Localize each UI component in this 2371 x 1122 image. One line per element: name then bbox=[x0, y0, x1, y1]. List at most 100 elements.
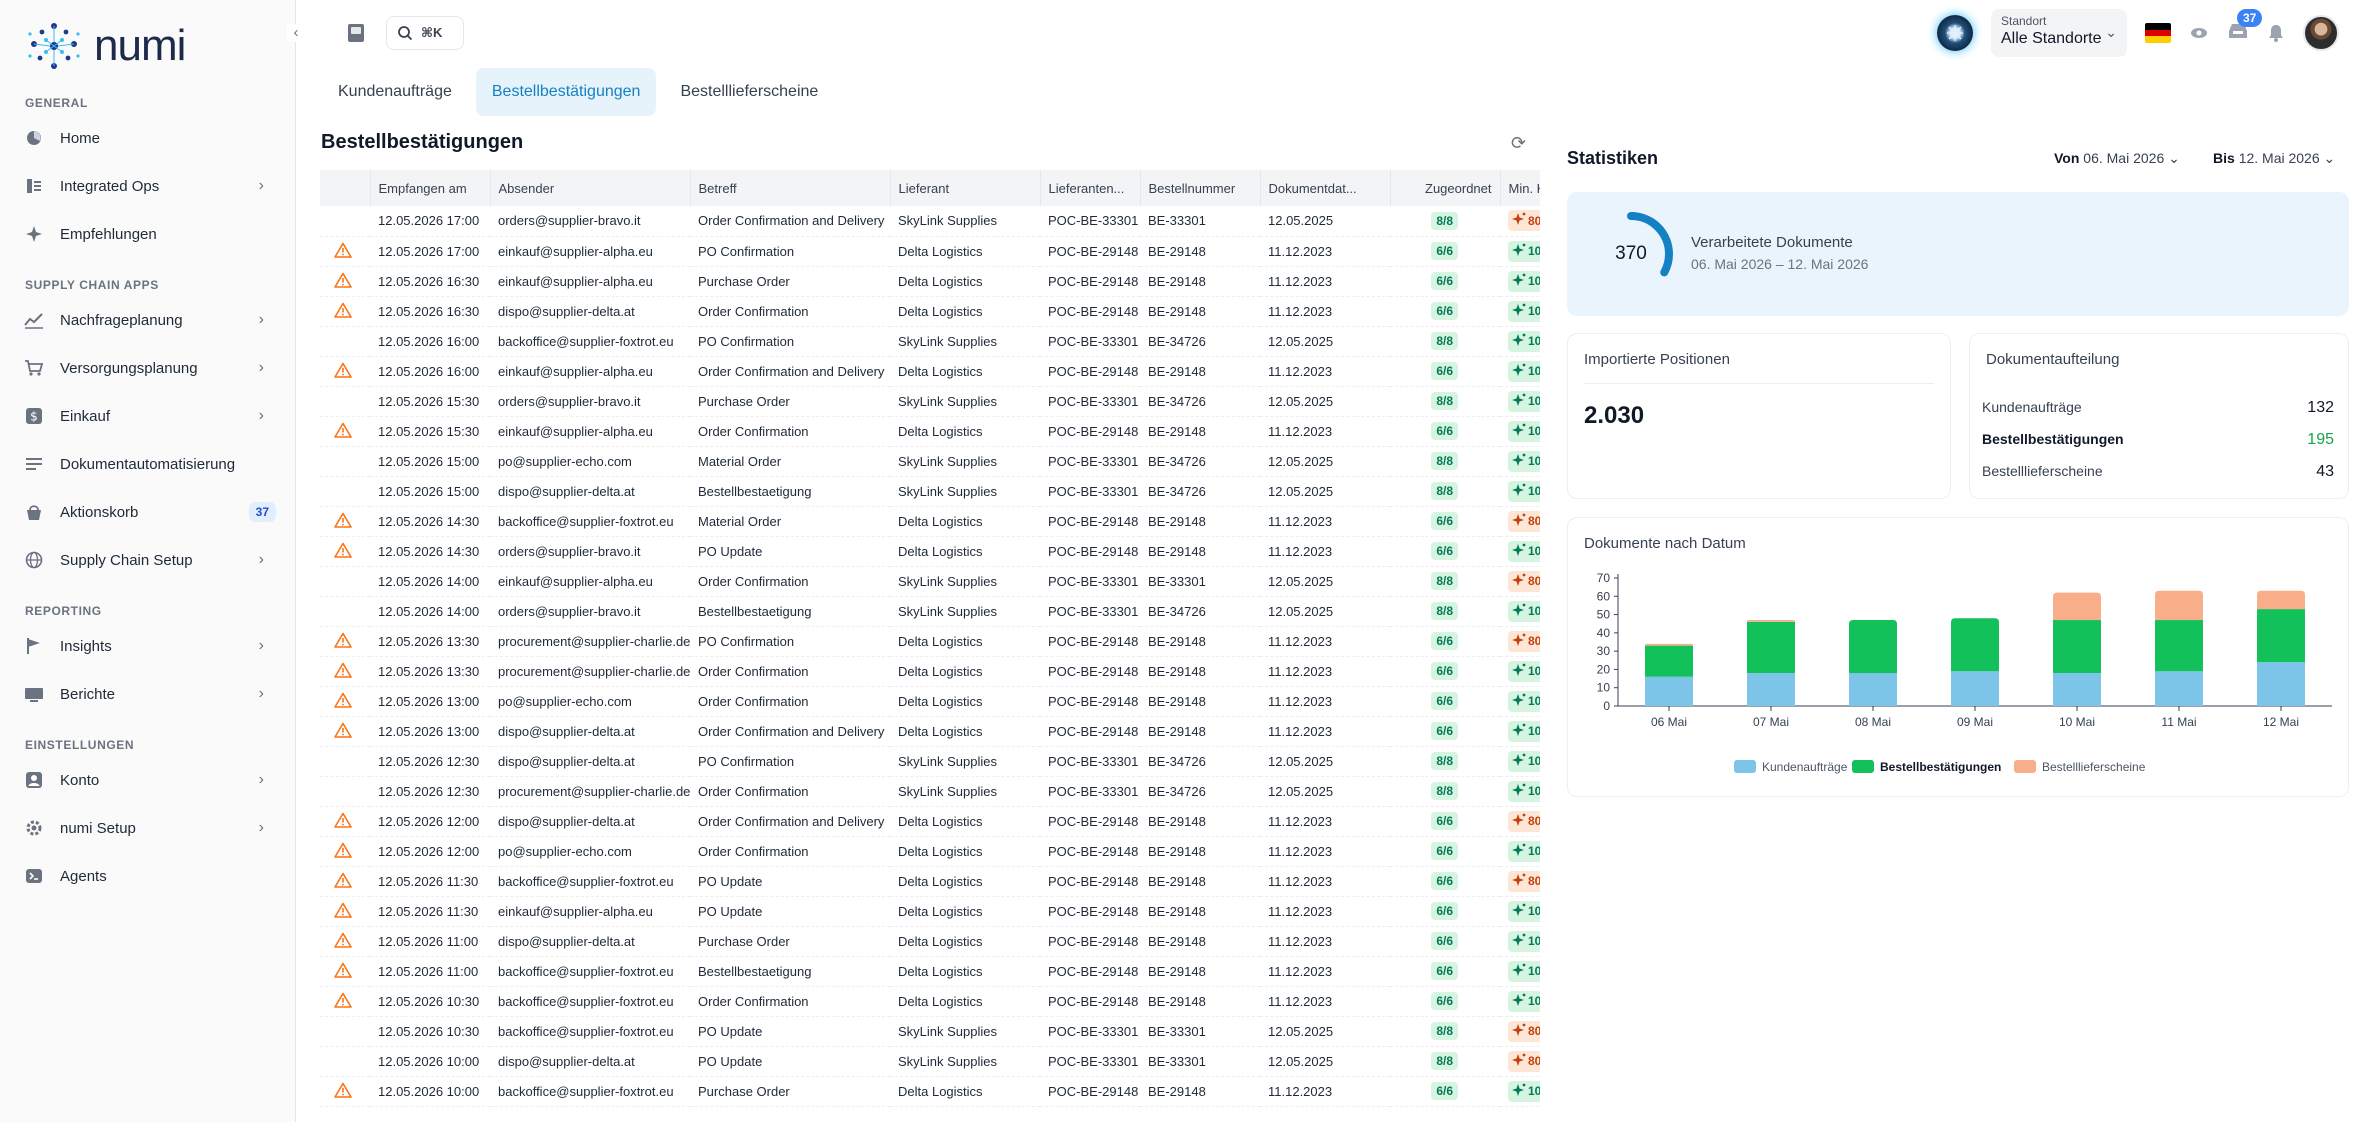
ai-assistant-icon[interactable] bbox=[1937, 15, 1973, 51]
book-icon[interactable] bbox=[344, 21, 368, 45]
table-row[interactable]: 12.05.2026 13:30 procurement@supplier-cha… bbox=[320, 656, 1540, 687]
table-row[interactable]: 12.05.2026 14:30 backoffice@supplier-foxt… bbox=[320, 506, 1540, 537]
table-row[interactable]: 12.05.2026 12:00 po@supplier-echo.com Orde… bbox=[320, 836, 1540, 867]
bar-segment[interactable] bbox=[1747, 620, 1795, 622]
legend-label[interactable]: Bestelllieferscheine bbox=[2042, 760, 2146, 774]
table-row[interactable]: 12.05.2026 14:30 orders@supplier-bravo.it… bbox=[320, 536, 1540, 567]
column-header-order-no[interactable]: Bestellnummer bbox=[1140, 170, 1261, 206]
column-header-doc-date[interactable]: Dokumentdat... bbox=[1260, 170, 1391, 206]
table-row[interactable]: 12.05.2026 12:30 dispo@supplier-delta.at P… bbox=[320, 746, 1540, 777]
legend-label[interactable]: Bestellbestätigungen bbox=[1880, 760, 2001, 774]
eye-icon[interactable] bbox=[2189, 23, 2209, 43]
table-row[interactable]: 12.05.2026 15:30 einkauf@supplier-alpha.e… bbox=[320, 416, 1540, 447]
location-select[interactable]: Standort Alle Standorte ⌄ bbox=[1991, 9, 2127, 57]
table-row[interactable]: 12.05.2026 10:00 backoffice@supplier-foxt… bbox=[320, 1076, 1540, 1107]
table-row[interactable]: 12.05.2026 13:30 procurement@supplier-cha… bbox=[320, 626, 1540, 657]
sidebar-item-supply-chain-setup[interactable]: Supply Chain Setup › bbox=[22, 542, 276, 578]
table-row[interactable]: 12.05.2026 11:30 backoffice@supplier-foxt… bbox=[320, 866, 1540, 897]
bar-segment[interactable] bbox=[2155, 671, 2203, 706]
tab-kundenauftraege[interactable]: Kundenaufträge bbox=[338, 83, 452, 100]
sidebar-item-berichte[interactable]: Berichte › bbox=[22, 676, 276, 712]
bar-segment[interactable] bbox=[1645, 643, 1693, 646]
sidebar-item-dokumentautomatisierung[interactable]: Dokumentautomatisierung bbox=[22, 446, 276, 482]
sidebar-item-home[interactable]: Home bbox=[22, 120, 276, 156]
confidence-cell: 10 bbox=[1500, 266, 1540, 297]
table-row[interactable]: 12.05.2026 17:00 einkauf@supplier-alpha.e… bbox=[320, 236, 1540, 267]
table-row[interactable]: 12.05.2026 10:30 backoffice@supplier-foxt… bbox=[320, 1016, 1540, 1047]
bar-segment[interactable] bbox=[1951, 671, 1999, 706]
column-header-subject[interactable]: Betreff bbox=[690, 170, 891, 206]
status-cell bbox=[320, 716, 370, 747]
table-row[interactable]: 12.05.2026 12:00 dispo@supplier-delta.at O… bbox=[320, 806, 1540, 837]
bar-segment[interactable] bbox=[2053, 592, 2101, 621]
legend-label[interactable]: Kundenaufträge bbox=[1762, 760, 1848, 774]
bar-segment[interactable] bbox=[2155, 590, 2203, 621]
table-row[interactable]: 12.05.2026 16:00 einkauf@supplier-alpha.e… bbox=[320, 356, 1540, 387]
tab-bestelllieferscheine[interactable]: Bestelllieferscheine bbox=[680, 83, 819, 100]
collapse-sidebar-button[interactable]: ‹ bbox=[287, 24, 305, 42]
sidebar-item-nachfrageplanung[interactable]: Nachfrageplanung › bbox=[22, 302, 276, 338]
bar-segment[interactable] bbox=[2053, 620, 2101, 674]
column-header-sender[interactable]: Absender bbox=[490, 170, 691, 206]
bar-segment[interactable] bbox=[2257, 590, 2305, 610]
doc-date-cell: 11.12.2023 bbox=[1260, 956, 1390, 987]
table-row[interactable]: 12.05.2026 13:00 dispo@supplier-delta.at O… bbox=[320, 716, 1540, 747]
table-row[interactable]: 12.05.2026 14:00 orders@supplier-bravo.it… bbox=[320, 596, 1540, 627]
split-label: Bestelllieferscheine bbox=[1982, 463, 2103, 479]
bar-segment[interactable] bbox=[2257, 609, 2305, 663]
bar-segment[interactable] bbox=[1849, 620, 1897, 674]
subject-cell: Order Confirmation bbox=[690, 686, 890, 717]
table-row[interactable]: 12.05.2026 12:30 procurement@supplier-cha… bbox=[320, 776, 1540, 807]
table-row[interactable]: 12.05.2026 16:00 backoffice@supplier-foxt… bbox=[320, 326, 1540, 357]
column-header-min-confidence[interactable]: Min. Kon bbox=[1500, 170, 1540, 206]
table-row[interactable]: 12.05.2026 11:30 einkauf@supplier-alpha.e… bbox=[320, 896, 1540, 927]
assigned-cell: 8/8 bbox=[1390, 386, 1500, 417]
table-row[interactable]: 12.05.2026 16:30 einkauf@supplier-alpha.e… bbox=[320, 266, 1540, 297]
tab-bestellbestaetigungen[interactable]: Bestellbestätigungen bbox=[475, 68, 657, 116]
bar-segment[interactable] bbox=[1849, 673, 1897, 706]
inbox-button[interactable]: 37 bbox=[2227, 8, 2263, 46]
bar-segment[interactable] bbox=[2257, 662, 2305, 706]
received-cell: 12.05.2026 16:30 bbox=[370, 266, 490, 297]
sidebar-item-integrated-ops[interactable]: Integrated Ops › bbox=[22, 168, 276, 204]
column-header-supplier-no[interactable]: Lieferanten... bbox=[1040, 170, 1141, 206]
table-row[interactable]: 12.05.2026 10:00 dispo@supplier-delta.at P… bbox=[320, 1046, 1540, 1077]
table-row[interactable]: 12.05.2026 10:30 backoffice@supplier-foxt… bbox=[320, 986, 1540, 1017]
sidebar-item-versorgungsplanung[interactable]: Versorgungsplanung › bbox=[22, 350, 276, 386]
logo[interactable]: numi bbox=[26, 20, 186, 72]
table-row[interactable]: 12.05.2026 15:00 po@supplier-echo.com Mate… bbox=[320, 446, 1540, 477]
refresh-icon[interactable]: ⟳ bbox=[1511, 133, 1527, 153]
bar-segment[interactable] bbox=[1951, 618, 1999, 672]
column-header-received[interactable]: Empfangen am bbox=[370, 170, 491, 206]
bar-segment[interactable] bbox=[1645, 645, 1693, 677]
table-row[interactable]: 12.05.2026 16:30 dispo@supplier-delta.at O… bbox=[320, 296, 1540, 327]
table-row[interactable]: 12.05.2026 17:00 orders@supplier-bravo.it… bbox=[320, 206, 1540, 237]
sidebar-item-numi-setup[interactable]: numi Setup › bbox=[22, 810, 276, 846]
table-row[interactable]: 12.05.2026 11:00 backoffice@supplier-foxt… bbox=[320, 956, 1540, 987]
german-flag-icon[interactable] bbox=[2145, 23, 2171, 43]
bar-segment[interactable] bbox=[1645, 676, 1693, 706]
sidebar-item-konto[interactable]: Konto › bbox=[22, 762, 276, 798]
sidebar-item-empfehlungen[interactable]: Empfehlungen bbox=[22, 216, 276, 252]
table-row[interactable]: 12.05.2026 13:00 po@supplier-echo.com Orde… bbox=[320, 686, 1540, 717]
sidebar-item-agents[interactable]: Agents bbox=[22, 858, 276, 894]
search-button[interactable]: ⌘K bbox=[386, 16, 464, 50]
sidebar-item-einkauf[interactable]: $ Einkauf › bbox=[22, 398, 276, 434]
bar-segment[interactable] bbox=[2155, 620, 2203, 672]
date-to-select[interactable]: Bis 12. Mai 2026 ⌄ bbox=[2213, 150, 2335, 167]
table-row[interactable]: 12.05.2026 15:00 dispo@supplier-delta.at B… bbox=[320, 476, 1540, 507]
sidebar-item-aktionskorb[interactable]: Aktionskorb 37 bbox=[22, 494, 276, 530]
sidebar-item-insights[interactable]: Insights › bbox=[22, 628, 276, 664]
table-row[interactable]: 12.05.2026 14:00 einkauf@supplier-alpha.e… bbox=[320, 566, 1540, 597]
column-header-assigned[interactable]: Zugeordnet bbox=[1390, 170, 1501, 206]
column-header-supplier[interactable]: Lieferant bbox=[890, 170, 1041, 206]
date-from-select[interactable]: Von 06. Mai 2026 ⌄ bbox=[2054, 150, 2180, 167]
table-row[interactable]: 12.05.2026 11:00 dispo@supplier-delta.at P… bbox=[320, 926, 1540, 957]
user-avatar[interactable] bbox=[2303, 15, 2339, 51]
bar-segment[interactable] bbox=[2053, 673, 2101, 706]
assigned-cell: 6/6 bbox=[1390, 356, 1500, 387]
bell-icon[interactable] bbox=[2267, 23, 2285, 43]
table-row[interactable]: 12.05.2026 15:30 orders@supplier-bravo.it… bbox=[320, 386, 1540, 417]
bar-segment[interactable] bbox=[1747, 673, 1795, 706]
bar-segment[interactable] bbox=[1747, 621, 1795, 674]
